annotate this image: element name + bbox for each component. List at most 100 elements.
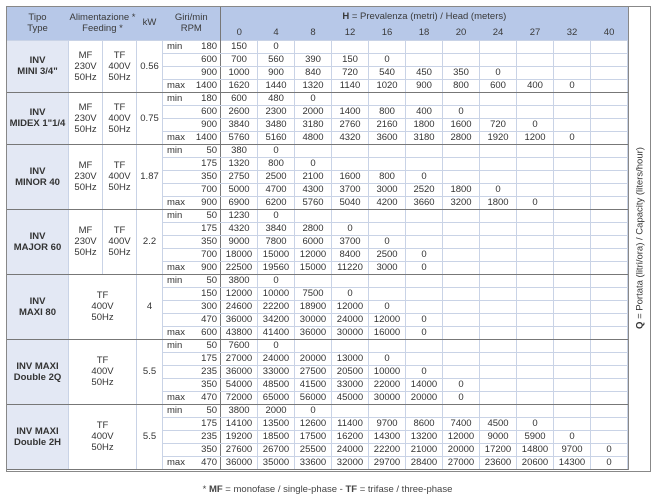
feeding-line: 50Hz	[74, 71, 97, 83]
capacity-cell	[553, 169, 592, 184]
capacity-cell	[442, 286, 481, 301]
capacity-cell	[590, 39, 629, 54]
capacity-cell	[553, 247, 592, 262]
capacity-cell	[590, 286, 629, 301]
capacity-cell	[553, 221, 592, 236]
rpm-cell: 175	[162, 156, 222, 171]
capacity-cell: 0	[479, 65, 518, 80]
head-value-header: 16	[368, 26, 406, 40]
model-name-line: INV	[29, 295, 46, 307]
model-name: INV MAXI 80	[6, 273, 69, 340]
rpm-cell: max 1400	[162, 130, 222, 145]
capacity-cell: 5000	[220, 182, 259, 197]
capacity-cell: 7800	[257, 234, 296, 249]
capacity-cell: 150	[331, 52, 370, 67]
feeding-line: 50Hz	[74, 247, 97, 258]
capacity-cell	[479, 39, 518, 54]
rpm-value: 1400	[195, 80, 218, 91]
capacity-cell: 4700	[257, 182, 296, 197]
capacity-cell	[590, 91, 629, 106]
capacity-cell: 0	[368, 234, 407, 249]
rpm-label: max	[167, 457, 185, 468]
capacity-cell: 29700	[368, 455, 407, 470]
capacity-cell	[405, 208, 444, 223]
rpm-cell: 235	[162, 429, 222, 444]
feeding-line: 400V	[108, 236, 131, 247]
feeding-line: MF	[78, 101, 93, 113]
capacity-cell: 800	[368, 104, 407, 119]
capacity-cell	[553, 65, 592, 80]
capacity-cell	[368, 403, 407, 418]
capacity-cell	[516, 403, 555, 418]
rpm-cell: 470	[162, 312, 222, 327]
capacity-cell	[368, 338, 407, 353]
capacity-cell: 24000	[331, 312, 370, 327]
header-feeding: Alimentazione * Feeding *	[68, 6, 137, 40]
rpm-value: 175	[201, 418, 218, 429]
capacity-cell	[516, 286, 555, 301]
rpm-box: max 1400	[164, 80, 220, 91]
rpm-value: 1400	[195, 132, 218, 143]
capacity-cell: 14300	[553, 455, 592, 470]
capacity-cell	[479, 234, 518, 249]
capacity-cell: 1620	[220, 78, 259, 93]
capacity-cell	[590, 52, 629, 67]
feeding-tf: TF 400V 50Hz	[101, 208, 138, 275]
rpm-cell: max 470	[162, 390, 222, 405]
power-kw: 5.5	[136, 338, 164, 405]
capacity-cell	[442, 273, 481, 288]
table-row: 900 1000 900 840 720 540 450 350 0	[7, 65, 629, 80]
capacity-cell: 1200	[516, 130, 555, 145]
capacity-cell: 1230	[220, 208, 259, 223]
rpm-cell: 700	[162, 182, 222, 197]
capacity-cell	[479, 143, 518, 158]
capacity-cell: 1440	[257, 78, 296, 93]
capacity-cell: 72000	[220, 390, 259, 405]
capacity-cell: 1920	[479, 130, 518, 145]
rpm-box: max 600	[164, 327, 220, 338]
capacity-cell	[331, 156, 370, 171]
rpm-value: 350	[201, 171, 218, 182]
capacity-cell: 1320	[294, 78, 333, 93]
capacity-cell	[294, 338, 333, 353]
rpm-label: min	[167, 41, 183, 52]
capacity-cell	[331, 208, 370, 223]
capacity-cell: 6200	[257, 195, 296, 210]
capacity-cell	[553, 351, 592, 366]
model-name-line: MINOR 40	[15, 176, 60, 188]
rpm-value: 900	[201, 262, 218, 273]
capacity-cell: 9000	[220, 234, 259, 249]
rpm-box: max 900	[164, 262, 220, 273]
capacity-cell: 800	[442, 78, 481, 93]
rpm-value: 600	[201, 106, 218, 117]
table-row: 350 2750 2500 2100 1600 800 0	[7, 169, 629, 184]
capacity-cell: 1140	[331, 78, 370, 93]
capacity-cell	[590, 234, 629, 249]
rpm-box: min 180	[164, 41, 220, 52]
table-row: max 470 36000 35000 33600 32000 29700 28400 2700…	[7, 455, 629, 470]
rpm-box: 350	[164, 236, 220, 247]
capacity-cell	[294, 273, 333, 288]
capacity-cell: 0	[405, 260, 444, 275]
feeding-tf: TF 400V 50Hz	[101, 143, 138, 210]
capacity-cell: 12000	[442, 429, 481, 444]
capacity-cell: 36000	[294, 325, 333, 340]
capacity-cell: 36000	[220, 455, 259, 470]
capacity-cell	[442, 299, 481, 314]
rpm-cell: min 50	[162, 338, 222, 353]
rpm-value: 235	[201, 431, 218, 442]
rpm-value: 600	[201, 54, 218, 65]
capacity-cell	[553, 208, 592, 223]
capacity-cell	[294, 143, 333, 158]
capacity-cell	[368, 91, 407, 106]
rpm-value: 150	[201, 288, 218, 299]
capacity-cell: 0	[368, 52, 407, 67]
head-value-header: 8	[294, 26, 332, 40]
capacity-cell: 20500	[331, 364, 370, 379]
capacity-cell: 33000	[257, 364, 296, 379]
rpm-cell: min 180	[162, 39, 222, 54]
capacity-cell: 20600	[516, 455, 555, 470]
capacity-cell	[479, 390, 518, 405]
capacity-cell	[590, 221, 629, 236]
rpm-value: 235	[201, 366, 218, 377]
